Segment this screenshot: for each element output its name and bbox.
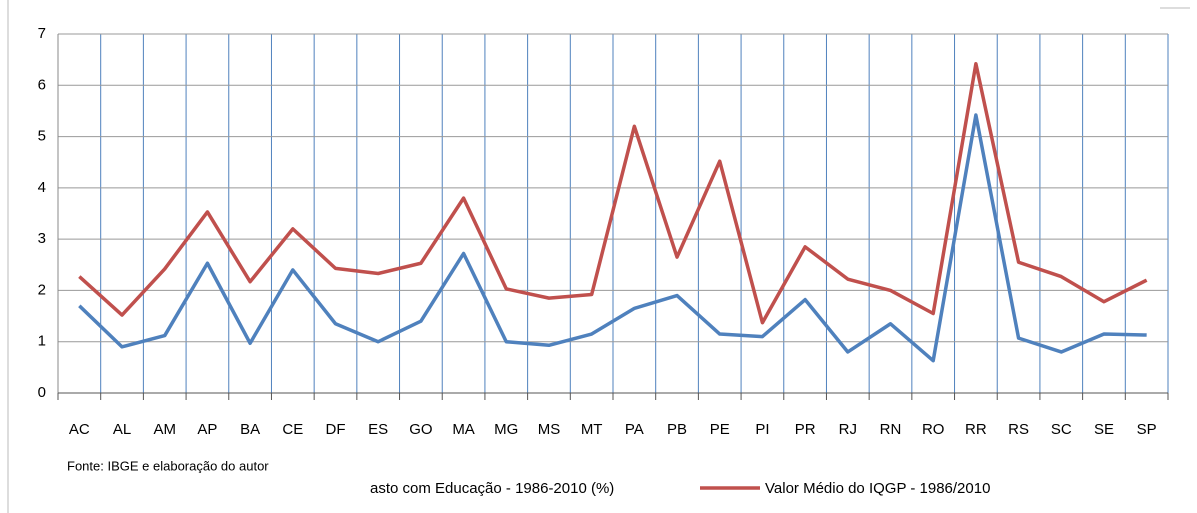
x-tick-label: SP <box>1137 421 1157 438</box>
source-note: Fonte: IBGE e elaboração do autor <box>67 458 269 473</box>
series-line <box>78 61 1148 325</box>
x-tick-label: AC <box>69 421 90 438</box>
x-tick-label: PE <box>710 421 730 438</box>
x-tick-label: RJ <box>839 421 857 438</box>
x-tick-label: SE <box>1094 421 1114 438</box>
y-tick-label: 2 <box>38 281 46 298</box>
x-tick-label: AL <box>113 421 131 438</box>
x-tick-label: MT <box>581 421 603 438</box>
x-tick-label: MS <box>538 421 561 438</box>
x-tick-label: GO <box>409 421 432 438</box>
x-tick-label: ES <box>368 421 388 438</box>
y-tick-label: 3 <box>38 230 46 247</box>
y-tick-label: 4 <box>38 179 46 196</box>
y-tick-label: 6 <box>38 76 46 93</box>
x-tick-label: RR <box>965 421 987 438</box>
x-tick-label: AM <box>153 421 176 438</box>
series-line <box>78 113 1147 363</box>
x-tick-label: DF <box>326 421 346 438</box>
y-tick-label: 0 <box>38 384 46 401</box>
x-tick-label: PA <box>625 421 644 438</box>
legend-label: Valor Médio do IQGP - 1986/2010 <box>765 480 990 497</box>
x-tick-label: PR <box>795 421 816 438</box>
y-tick-label: 5 <box>38 128 46 145</box>
y-tick-label: 1 <box>38 333 46 350</box>
x-tick-label: BA <box>240 421 260 438</box>
x-tick-label: RN <box>880 421 902 438</box>
legend-label: asto com Educação - 1986-2010 (%) <box>370 480 614 497</box>
x-tick-label: CE <box>282 421 303 438</box>
x-tick-label: RS <box>1008 421 1029 438</box>
x-tick-label: PI <box>755 421 769 438</box>
x-tick-label: MA <box>452 421 475 438</box>
x-tick-label: AP <box>197 421 217 438</box>
y-tick-label: 7 <box>38 25 46 42</box>
x-tick-label: PB <box>667 421 687 438</box>
x-tick-label: RO <box>922 421 945 438</box>
x-tick-label: SC <box>1051 421 1072 438</box>
x-tick-label: MG <box>494 421 518 438</box>
